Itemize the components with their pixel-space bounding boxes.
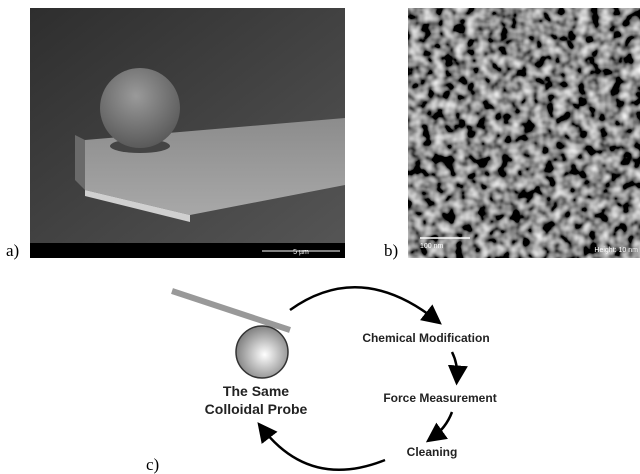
cycle-diagram: The Same Colloidal Probe Chemical Modifi… [172, 287, 497, 470]
panel-label: a) [6, 241, 19, 260]
panel-label: c) [146, 455, 159, 474]
height-label: Height: 10 nm [594, 247, 638, 254]
scale-label: 5 µm [293, 249, 309, 256]
figure: 5 µm a) 100 nm Height: 10 nm b) The Same… [0, 0, 640, 474]
probe-label: The Same [223, 383, 289, 399]
probe-label: Colloidal Probe [205, 401, 308, 417]
scale-label: 100 nm [420, 243, 444, 250]
step-label: Force Measurement [383, 391, 496, 405]
step-label: Cleaning [407, 445, 458, 459]
afm-image: 100 nm Height: 10 nm [408, 8, 640, 258]
sem-image: 5 µm [30, 8, 345, 258]
step-label: Chemical Modification [362, 331, 489, 345]
panel-label: b) [384, 241, 398, 260]
